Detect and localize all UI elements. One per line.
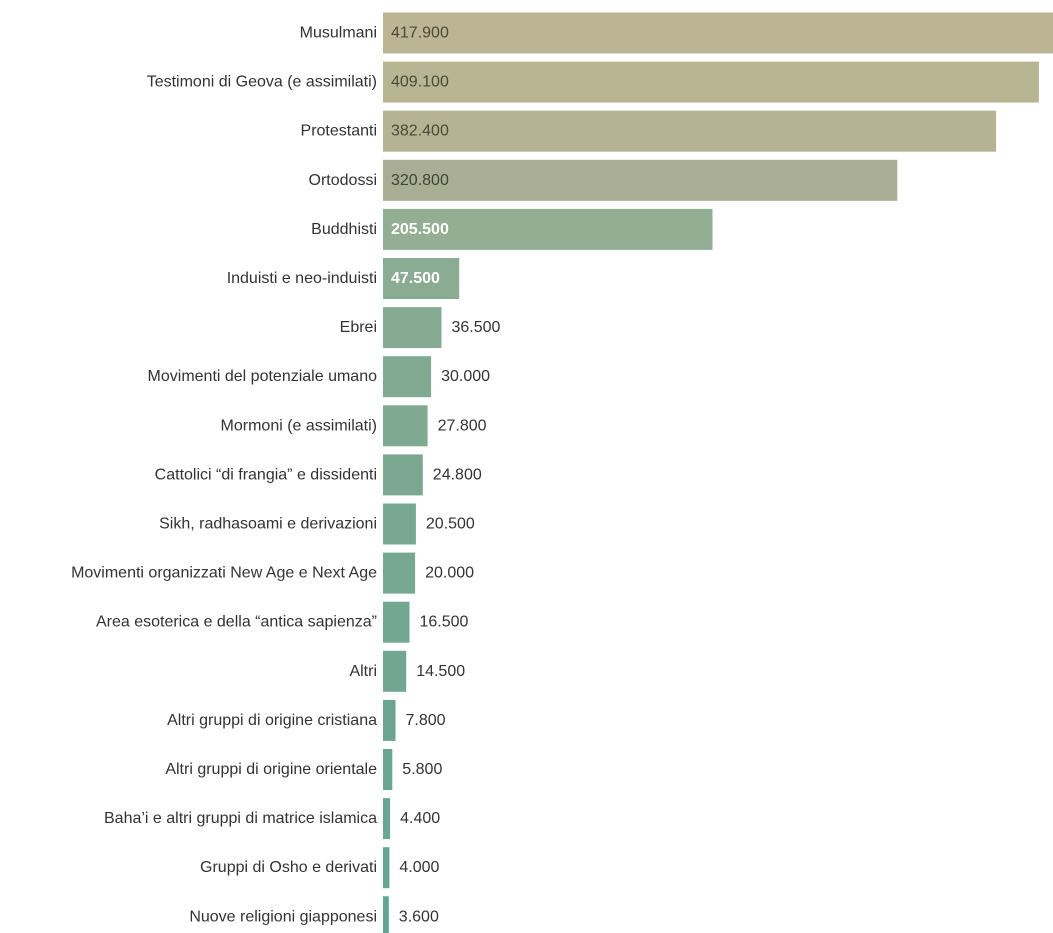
bar (383, 61, 1039, 103)
category-label: Cattolici “di frangia” e dissidenti (155, 466, 377, 483)
category-label: Altri gruppi di origine orientale (165, 761, 377, 778)
bar (383, 699, 396, 741)
category-label: Induisti e neo-induisti (227, 270, 377, 287)
bar (383, 552, 416, 594)
bar (383, 798, 391, 840)
bar (383, 503, 416, 545)
category-label: Musulmani (300, 25, 377, 42)
category-label: Buddhisti (311, 221, 377, 238)
value-label: 27.800 (438, 417, 487, 434)
value-label: 5.800 (402, 761, 442, 778)
category-label: Movimenti del potenziale umano (148, 368, 378, 385)
category-label: Ebrei (340, 319, 377, 336)
value-label: 47.500 (391, 270, 440, 287)
bar (383, 159, 898, 201)
bar (383, 307, 442, 349)
value-label: 14.500 (416, 663, 465, 680)
category-label: Mormoni (e assimilati) (221, 417, 377, 434)
bar (383, 356, 432, 398)
bar (383, 110, 997, 152)
bar (383, 896, 389, 933)
category-label: Movimenti organizzati New Age e Next Age (71, 565, 377, 582)
value-label: 3.600 (399, 908, 439, 925)
bar (383, 208, 713, 250)
value-label: 16.500 (420, 614, 469, 631)
value-label: 320.800 (391, 172, 449, 189)
category-label: Baha’i e altri gruppi di matrice islamic… (104, 810, 377, 827)
bar (383, 454, 423, 496)
value-label: 205.500 (391, 221, 449, 238)
value-label: 417.900 (391, 25, 449, 42)
category-label: Nuove religioni giapponesi (189, 908, 377, 925)
value-label: 409.100 (391, 74, 449, 91)
bar (383, 749, 393, 790)
value-label: 4.400 (400, 810, 440, 827)
value-label: 7.800 (406, 712, 446, 729)
bar (383, 650, 407, 692)
bar (383, 258, 460, 299)
category-label: Area esoterica e della “antica sapienza” (96, 614, 377, 631)
category-label: Testimoni di Geova (e assimilati) (147, 74, 377, 91)
category-label: Protestanti (301, 123, 377, 140)
category-label: Altri (349, 663, 377, 680)
bar (383, 847, 390, 889)
category-label: Ortodossi (309, 172, 377, 189)
category-label: Sikh, radhasoami e derivazioni (159, 516, 377, 533)
bar (383, 601, 410, 643)
bar (383, 12, 1053, 54)
value-label: 4.000 (399, 859, 439, 876)
value-label: 36.500 (452, 319, 501, 336)
category-label: Gruppi di Osho e derivati (200, 859, 377, 876)
value-label: 20.000 (425, 565, 474, 582)
value-label: 24.800 (433, 466, 482, 483)
bar (383, 405, 428, 447)
value-label: 382.400 (391, 123, 449, 140)
category-label: Altri gruppi di origine cristiana (167, 712, 377, 729)
value-label: 20.500 (426, 516, 475, 533)
value-label: 30.000 (441, 368, 490, 385)
